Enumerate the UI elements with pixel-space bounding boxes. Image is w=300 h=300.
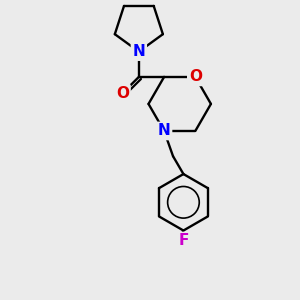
Text: F: F <box>178 233 189 248</box>
Text: O: O <box>116 86 129 101</box>
Text: O: O <box>189 69 202 84</box>
Text: N: N <box>133 44 145 59</box>
Text: N: N <box>158 124 170 139</box>
